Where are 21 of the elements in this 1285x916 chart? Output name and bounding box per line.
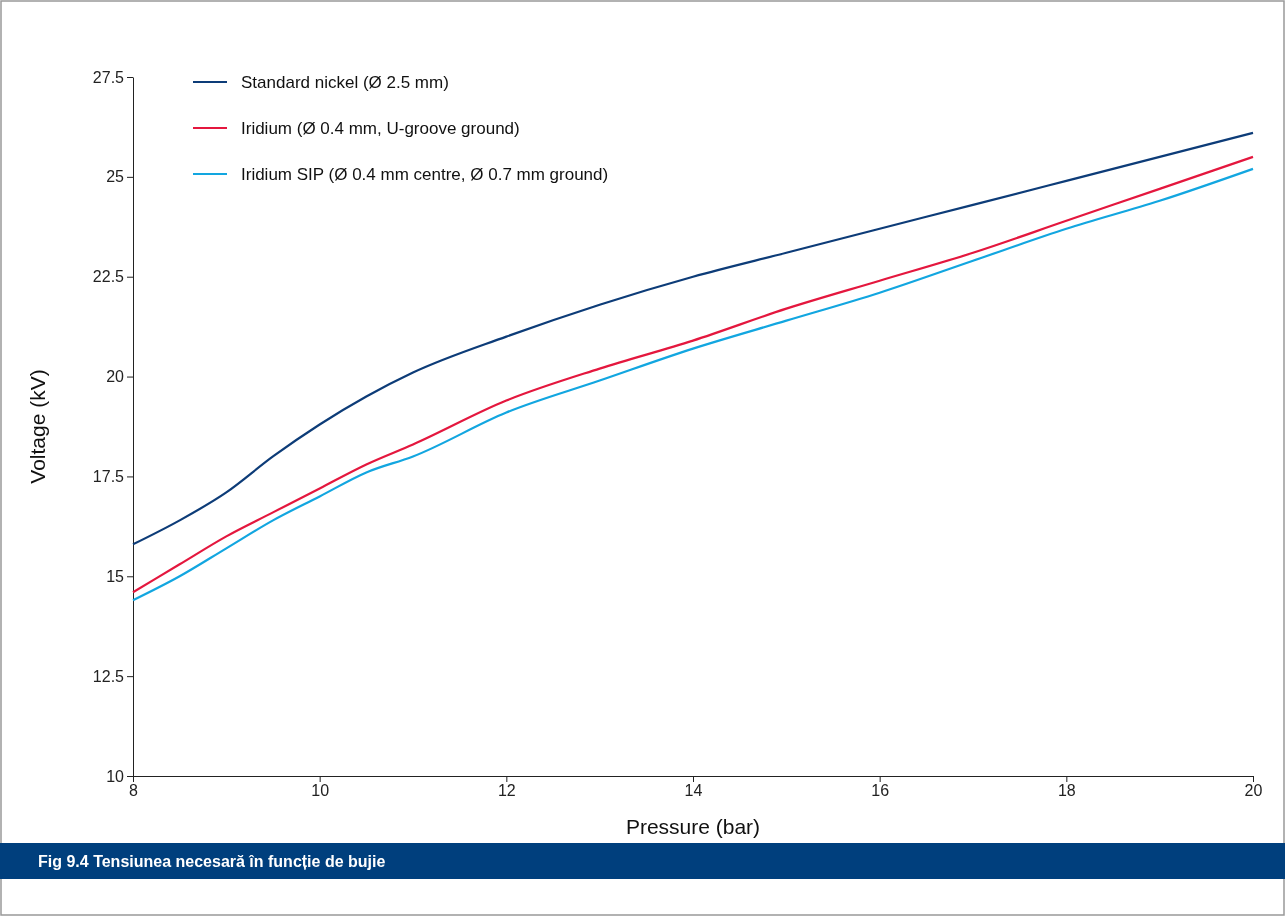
legend-label: Iridium SIP (Ø 0.4 mm centre, Ø 0.7 mm ground) [241,165,609,184]
x-tick-label: 20 [1244,782,1263,800]
y-tick-label: 12.5 [92,667,125,685]
y-tick-label: 17.5 [92,468,125,486]
y-tick-label: 22.5 [92,268,125,286]
x-tick-label: 18 [1057,782,1076,800]
x-tick-label: 14 [684,782,703,800]
y-tick-label: 10 [106,767,125,785]
y-tick-label: 15 [106,567,125,585]
x-tick-label: 12 [497,782,516,800]
x-tick-label: 16 [871,782,890,800]
legend-label: Standard nickel (Ø 2.5 mm) [241,73,449,92]
text: Fig 9.4 Tensiunea necesară în funcție de bujie [38,853,386,870]
y-tick-label: 27.5 [92,68,125,86]
x-axis-title: Pressure (bar) [625,815,761,838]
x-tick-label: 8 [129,782,139,800]
y-axis-title: Voltage (kV) [26,369,49,484]
legend-label: Iridium (Ø 0.4 mm, U-groove ground) [241,119,520,138]
x-tick-label: 10 [311,782,330,800]
y-tick-label: 20 [106,368,125,386]
y-tick-label: 25 [106,168,125,186]
